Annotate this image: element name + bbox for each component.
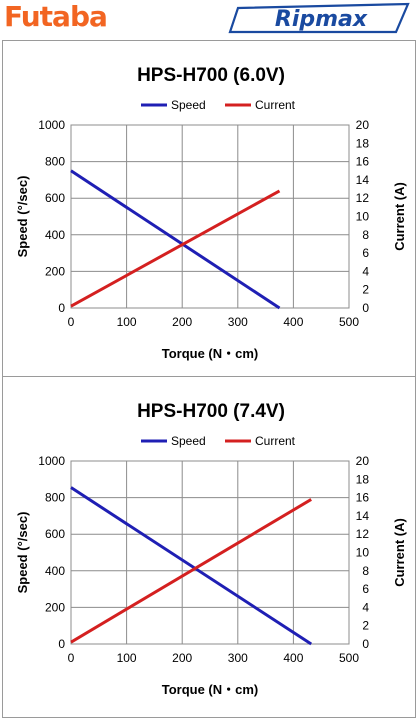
- x-tick-label: 400: [283, 315, 303, 329]
- chart-panel-6v: HPS-H700 (6.0V) Speed Current 0 100 200 300 400…: [2, 40, 416, 382]
- x-tick-label: 300: [228, 315, 248, 329]
- y-axis-label: Speed (°/sec): [15, 176, 30, 258]
- y2-tick-label: 10: [356, 210, 370, 224]
- x-tick-label: 100: [117, 315, 137, 329]
- y-tick-label: 0: [58, 637, 65, 651]
- ripmax-swoosh: [228, 2, 410, 34]
- plot-area: [70, 124, 350, 309]
- y2-tick-label: 4: [362, 600, 369, 614]
- y2-axis-label: Current (A): [392, 182, 407, 251]
- chart-panel-7v4: HPS-H700 (7.4V) Speed Current 0 100 200 300 400…: [2, 376, 416, 718]
- y-tick-label: 800: [45, 155, 65, 169]
- x-tick-label: 200: [172, 315, 192, 329]
- plot-area: [70, 460, 350, 645]
- legend-label-current: Current: [255, 98, 296, 112]
- y-tick-label: 0: [58, 301, 65, 315]
- chart-title: HPS-H700 (6.0V): [137, 65, 285, 86]
- y-tick-label: 400: [45, 228, 65, 242]
- y-tick-label: 600: [45, 191, 65, 205]
- x-tick-label: 0: [68, 315, 75, 329]
- y-tick-label: 800: [45, 491, 65, 505]
- y2-tick-label: 0: [362, 637, 369, 651]
- series-line-speed: [70, 486, 313, 646]
- series-line-current: [70, 189, 281, 308]
- x-axis-label: Torque (N・cm): [162, 346, 259, 361]
- y2-tick-label: 18: [356, 472, 370, 486]
- y2-tick-label: 14: [356, 509, 370, 523]
- y-tick-label: 1000: [38, 454, 65, 468]
- y2-tick-label: 4: [362, 264, 369, 278]
- chart-title: HPS-H700 (7.4V): [137, 401, 285, 422]
- y2-tick-label: 6: [362, 246, 369, 260]
- x-tick-label: 100: [117, 651, 137, 665]
- y2-tick-label: 16: [356, 491, 370, 505]
- x-tick-label: 200: [172, 651, 192, 665]
- x-axis-label: Torque (N・cm): [162, 682, 259, 697]
- x-tick-label: 400: [283, 651, 303, 665]
- ripmax-wordmark: Ripmax: [275, 7, 368, 32]
- series-line-current: [70, 498, 312, 644]
- y-axis-label: Speed (°/sec): [15, 512, 30, 594]
- y2-axis-label: Current (A): [392, 518, 407, 587]
- legend-label-speed: Speed: [171, 98, 206, 112]
- y2-tick-label: 20: [356, 454, 370, 468]
- y2-tick-label: 2: [362, 283, 369, 297]
- y2-tick-label: 12: [356, 527, 370, 541]
- brand-header: Futaba Ripmax: [0, 0, 418, 36]
- x-tick-label: 0: [68, 651, 75, 665]
- x-tick-label: 500: [339, 315, 359, 329]
- y2-tick-label: 8: [362, 228, 369, 242]
- y-tick-label: 600: [45, 527, 65, 541]
- y2-tick-label: 8: [362, 564, 369, 578]
- y2-tick-label: 16: [356, 155, 370, 169]
- y2-tick-label: 6: [362, 582, 369, 596]
- y-tick-label: 1000: [38, 118, 65, 132]
- series-line-speed: [70, 169, 281, 310]
- y-tick-label: 200: [45, 600, 65, 614]
- y2-tick-label: 2: [362, 619, 369, 633]
- ripmax-logo: Ripmax: [228, 2, 410, 34]
- y-tick-label: 400: [45, 564, 65, 578]
- y2-tick-label: 20: [356, 118, 370, 132]
- x-tick-label: 300: [228, 651, 248, 665]
- y2-tick-label: 12: [356, 191, 370, 205]
- legend-label-current: Current: [255, 434, 296, 448]
- y2-tick-label: 18: [356, 136, 370, 150]
- x-tick-label: 500: [339, 651, 359, 665]
- legend-label-speed: Speed: [171, 434, 206, 448]
- y2-tick-label: 0: [362, 301, 369, 315]
- y2-tick-label: 10: [356, 546, 370, 560]
- y2-tick-label: 14: [356, 173, 370, 187]
- futaba-logo: Futaba: [4, 0, 108, 33]
- y-tick-label: 200: [45, 264, 65, 278]
